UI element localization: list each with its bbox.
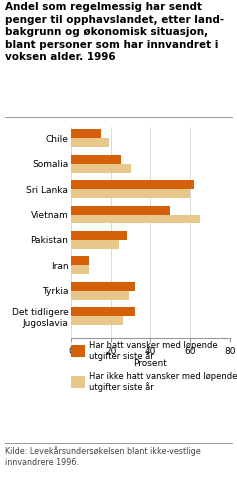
Bar bbox=[71, 240, 119, 249]
Bar bbox=[71, 265, 89, 274]
Bar bbox=[71, 215, 200, 223]
X-axis label: Prosent: Prosent bbox=[134, 358, 167, 367]
Text: Har hatt vansker med løpende
utgifter siste år: Har hatt vansker med løpende utgifter si… bbox=[89, 341, 218, 361]
Bar bbox=[71, 164, 131, 172]
Bar bbox=[71, 256, 89, 265]
Bar bbox=[71, 205, 170, 215]
Text: Kilde: Levekårsundersøkelsen blant ikke-vestlige
innvandrere 1996.: Kilde: Levekårsundersøkelsen blant ikke-… bbox=[5, 446, 201, 468]
Bar bbox=[71, 180, 194, 189]
Bar bbox=[71, 129, 101, 138]
Bar bbox=[71, 231, 127, 240]
Text: Har ikke hatt vansker med løpende
utgifter siste år: Har ikke hatt vansker med løpende utgift… bbox=[89, 372, 237, 392]
Bar bbox=[71, 291, 129, 299]
Bar bbox=[71, 155, 121, 164]
Bar bbox=[71, 316, 123, 325]
Bar bbox=[71, 189, 190, 198]
Bar bbox=[71, 282, 135, 291]
Text: Andel som regelmessig har sendt
penger til opphavslandet, etter land-
bakgrunn o: Andel som regelmessig har sendt penger t… bbox=[5, 2, 224, 62]
Bar bbox=[71, 138, 109, 147]
Bar bbox=[71, 307, 135, 316]
